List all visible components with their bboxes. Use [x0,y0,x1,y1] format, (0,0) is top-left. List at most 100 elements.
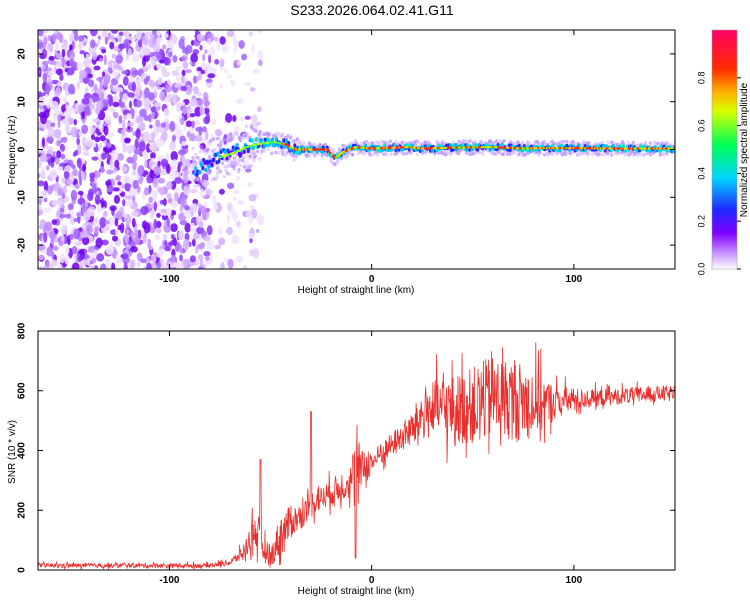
noise-cell [55,68,63,76]
noise-cell [115,174,122,182]
colorbar-label: Normalized spectral amplitude [739,82,750,217]
noise-cell [128,76,134,83]
halo-cell [254,129,258,133]
noise-cell [99,166,105,174]
noise-cell [168,51,173,58]
band-cell [250,138,254,143]
noise-cell [235,175,241,181]
noise-cell [206,225,213,236]
noise-cell [109,83,114,91]
halo-cell [510,151,515,156]
halo-cell [215,174,219,178]
y-tick-label: 0 [17,567,28,573]
halo-cell [516,140,520,144]
noise-cell [118,31,124,36]
noise-cell [184,222,192,233]
halo-cell [415,152,419,157]
noise-cell [69,216,76,225]
halo-cell [200,169,205,174]
halo-cell [302,140,306,145]
band-cell [254,137,258,142]
noise-cell [154,101,161,108]
noise-cell [93,95,99,103]
noise-cell [226,212,231,224]
halo-cell [580,151,584,156]
noise-cell [68,58,75,67]
colorbar-ticks: 0.0 0.2 0.4 0.6 0.8 [696,72,741,275]
halo-cell [600,153,605,157]
noise-cell [178,114,183,120]
noise-cell [157,77,163,86]
halo-cell [295,137,299,142]
noise-cell [114,76,120,81]
noise-cell [133,148,142,155]
halo-cell [212,137,216,141]
noise-cell [98,57,104,62]
noise-cell [190,222,196,233]
noise-cell [98,142,103,150]
noise-cell [189,188,198,194]
noise-cell [111,235,118,242]
noise-cell [112,93,119,105]
noise-cell [130,230,135,239]
noise-cell [163,33,169,38]
noise-cell [99,135,106,142]
noise-cell [82,119,86,124]
noise-cell [235,220,241,228]
halo-cell [307,153,312,158]
noise-cell [81,170,85,181]
band-cell [216,151,220,156]
noise-cell [180,55,188,62]
y-tick-label: 800 [17,322,28,339]
noise-cell [235,98,244,105]
noise-cell [149,124,153,129]
halo-cell [208,155,212,159]
noise-cell [126,156,135,164]
noise-cell [63,109,72,119]
halo-cell [268,132,272,136]
noise-cell [113,194,121,204]
noise-cell [150,106,156,113]
noise-cell [150,34,156,41]
noise-cell [151,142,158,153]
halo-cell [491,150,495,154]
noise-cell [74,149,79,156]
noise-cell [235,255,243,263]
noise-cell [100,91,104,101]
spectrogram-ylabel: Frequency (Hz) [7,116,18,185]
noise-cell [128,100,133,109]
halo-cell [242,155,246,160]
halo-cell [191,146,195,151]
noise-cell [244,168,252,173]
halo-cell [581,140,586,144]
band-cell [621,144,625,149]
noise-cell [190,212,194,217]
noise-cell [118,43,126,50]
band-cell [259,138,263,143]
noise-cell [204,100,211,106]
noise-cell [121,93,129,104]
noise-cell [72,168,78,177]
noise-cell [242,265,248,269]
halo-cell [473,140,478,144]
noise-cell [121,70,129,75]
halo-cell [603,152,607,156]
halo-cell [336,159,340,163]
noise-cell [169,120,176,132]
halo-cell [389,152,393,157]
noise-cell [195,126,203,132]
noise-cell [38,30,44,37]
halo-cell [547,152,551,157]
noise-cell [119,90,123,100]
noise-cell [179,254,183,262]
noise-cell [98,191,103,196]
halo-cell [463,138,467,143]
noise-cell [157,177,166,184]
noise-cell [157,186,162,193]
noise-cell [184,204,190,211]
noise-cell [44,93,49,99]
halo-cell [280,150,285,155]
x-tick-label: -100 [159,575,179,586]
noise-cell [41,137,45,148]
y-tick-label: 20 [17,48,28,60]
